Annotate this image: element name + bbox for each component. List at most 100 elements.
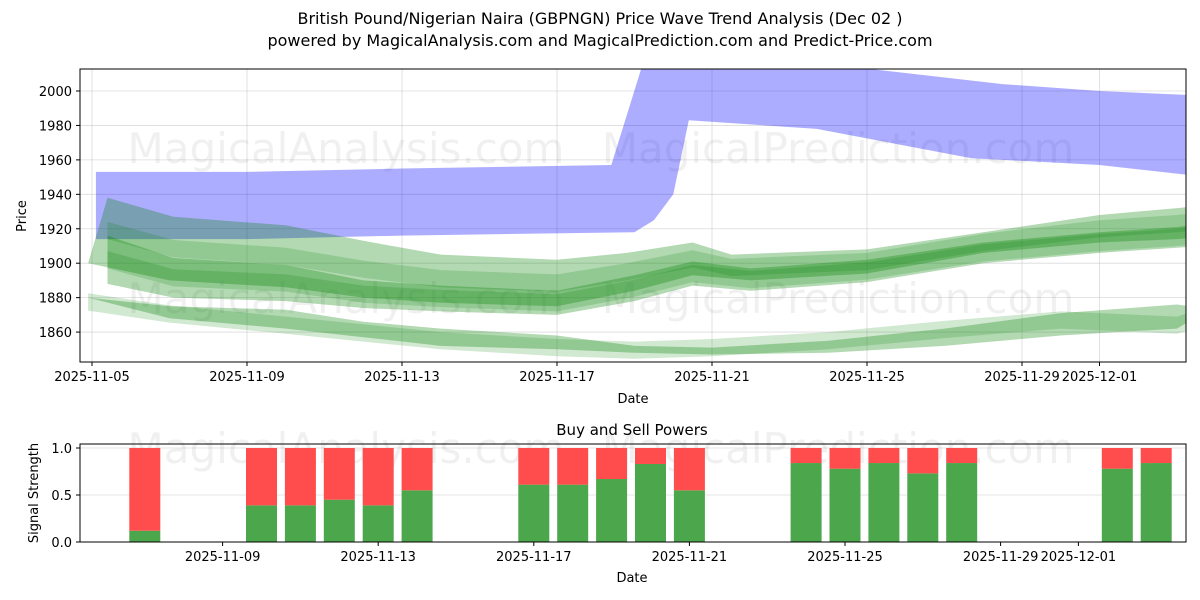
sell-bar (246, 448, 277, 506)
buy-sell-bars (129, 448, 1172, 542)
sell-bar (129, 448, 161, 531)
y-tick-label: 2000 (39, 85, 72, 100)
x-tick-label: 2025-11-17 (519, 370, 595, 385)
watermark-text: MagicalAnalysis.com (128, 274, 565, 323)
buy-bar (1140, 463, 1172, 542)
buy-bar (518, 484, 550, 542)
sell-bar (401, 448, 433, 491)
sub-x-axis-label: Date (616, 571, 647, 586)
chart-subtitle: powered by MagicalAnalysis.com and Magic… (267, 31, 933, 50)
buy-bar (829, 468, 861, 542)
buy-sell-panel: Buy and Sell Powers MagicalAnalysis.comM… (27, 421, 1187, 586)
sell-bar (1101, 448, 1133, 469)
green-wave-band-mid (107, 225, 1186, 315)
sell-bar (1140, 448, 1172, 464)
x-tick-label: 2025-11-13 (340, 550, 416, 565)
bar-2025-12-02 (1101, 448, 1133, 542)
main-axes-frame (79, 68, 1187, 363)
bar-2025-11-26 (868, 448, 900, 542)
chart-title: British Pound/Nigerian Naira (GBPNGN) Pr… (297, 9, 903, 28)
x-tick-label: 2025-11-09 (185, 550, 261, 565)
x-tick-label: 2025-11-21 (674, 370, 750, 385)
bar-2025-11-13 (362, 448, 394, 542)
y-tick-label: 1980 (39, 119, 72, 134)
price-wave-panel: MagicalAnalysis.com MagicalPrediction.com… (15, 68, 1187, 407)
main-x-axis-label: Date (617, 392, 648, 407)
green-wave-band-upper (88, 197, 1186, 307)
bar-2025-11-07 (129, 448, 161, 542)
sell-bar (557, 448, 589, 485)
x-tick-label: 2025-11-09 (209, 370, 285, 385)
sell-bar (596, 448, 628, 480)
x-tick-label: 2025-11-13 (364, 370, 440, 385)
x-tick-label: 2025-11-05 (54, 370, 130, 385)
sell-bar (829, 448, 861, 469)
buy-bar (1101, 468, 1133, 542)
buy-bar (362, 505, 394, 542)
buy-sell-title: Buy and Sell Powers (556, 421, 708, 439)
y-tick-label: 0.5 (51, 489, 72, 504)
wave-bands (88, 69, 1186, 359)
green-wave-band-upper-inner (107, 214, 1186, 292)
buy-bar (635, 463, 666, 542)
sell-bar (284, 448, 316, 506)
sell-bar (907, 448, 939, 474)
buy-bar (246, 505, 277, 542)
sell-bar (790, 448, 822, 464)
sell-bar (362, 448, 394, 506)
bar-2025-11-24 (790, 448, 822, 542)
bar-2025-11-20 (635, 448, 666, 542)
green-wave-band-lower (88, 297, 1186, 355)
buy-bar (673, 490, 705, 542)
x-tick-label: 2025-11-29 (963, 550, 1039, 565)
bar-2025-11-10 (246, 448, 277, 542)
x-tick-label: 2025-11-25 (829, 370, 905, 385)
green-wave-band-lower-inner (88, 293, 1186, 359)
sell-bar (946, 448, 978, 464)
y-tick-label: 0.0 (51, 536, 72, 551)
y-tick-label: 1880 (39, 292, 72, 307)
y-tick-label: 1960 (39, 154, 72, 169)
main-y-ticks: 1860 1880 1900 1920 1940 1960 1980 2000 (39, 85, 80, 341)
y-tick-label: 1920 (39, 223, 72, 238)
buy-bar (596, 479, 628, 542)
bar-2025-11-12 (323, 448, 355, 542)
sell-bar (673, 448, 705, 491)
x-tick-label: 2025-11-17 (496, 550, 572, 565)
bar-2025-11-27 (907, 448, 939, 542)
sub-axes-frame (79, 443, 1187, 543)
y-tick-label: 1900 (39, 257, 72, 272)
bar-2025-11-14 (401, 448, 433, 542)
sub-y-ticks: 0.0 0.5 1.0 (51, 442, 80, 551)
buy-bar (790, 463, 822, 542)
y-tick-label: 1940 (39, 188, 72, 203)
bar-2025-11-25 (829, 448, 861, 542)
y-tick-label: 1860 (39, 326, 72, 341)
buy-bar (323, 499, 355, 542)
sub-x-ticks: 2025-11-09 2025-11-13 2025-11-17 2025-11-21… (185, 542, 1116, 565)
bar-2025-11-19 (596, 448, 628, 542)
bar-2025-11-18 (557, 448, 589, 542)
x-tick-label: 2025-12-01 (1041, 550, 1117, 565)
bar-2025-11-28 (946, 448, 978, 542)
watermark-text: MagicalPrediction.com (602, 124, 1075, 173)
x-tick-label: 2025-11-29 (984, 370, 1060, 385)
bar-2025-11-11 (284, 448, 316, 542)
buy-bar (284, 505, 316, 542)
x-tick-label: 2025-12-01 (1062, 370, 1138, 385)
main-watermarks: MagicalAnalysis.com MagicalPrediction.com… (128, 124, 1075, 323)
main-y-axis-label: Price (15, 200, 30, 232)
bar-2025-11-21 (673, 448, 705, 542)
bar-2025-12-03 (1140, 448, 1172, 542)
buy-bar (868, 463, 900, 542)
sub-y-axis-label: Signal Strength (27, 443, 42, 543)
x-tick-label: 2025-11-21 (652, 550, 728, 565)
y-tick-label: 1.0 (51, 442, 72, 457)
buy-bar (946, 463, 978, 542)
sell-bar (323, 448, 355, 500)
buy-bar (129, 530, 161, 542)
x-tick-label: 2025-11-25 (807, 550, 883, 565)
blue-wave-band (95, 69, 1186, 240)
buy-bar (401, 490, 433, 542)
bar-2025-11-17 (518, 448, 550, 542)
